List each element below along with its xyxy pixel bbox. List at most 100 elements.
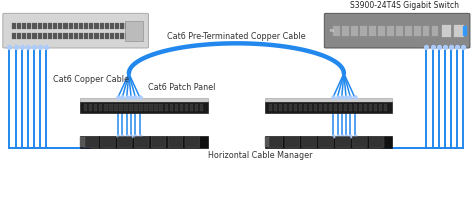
Bar: [81, 137, 85, 147]
Bar: [344, 104, 347, 111]
FancyBboxPatch shape: [185, 137, 200, 148]
Bar: [289, 104, 292, 111]
Bar: [269, 104, 272, 111]
Bar: [48, 23, 52, 29]
Bar: [339, 104, 342, 111]
Bar: [351, 26, 358, 36]
Bar: [43, 23, 47, 29]
Bar: [64, 33, 68, 39]
FancyBboxPatch shape: [3, 13, 148, 48]
Bar: [130, 23, 135, 29]
Bar: [309, 104, 312, 111]
Bar: [184, 104, 188, 111]
Bar: [79, 23, 83, 29]
Bar: [110, 33, 114, 39]
Bar: [273, 104, 277, 111]
Bar: [387, 26, 394, 36]
Bar: [58, 23, 63, 29]
Bar: [81, 136, 208, 148]
Bar: [12, 33, 16, 39]
Bar: [349, 104, 352, 111]
Bar: [369, 104, 372, 111]
Bar: [81, 98, 208, 102]
Bar: [129, 104, 133, 111]
FancyBboxPatch shape: [134, 137, 149, 148]
Bar: [22, 23, 27, 29]
Bar: [124, 104, 128, 111]
Bar: [180, 104, 183, 111]
Bar: [84, 104, 87, 111]
Bar: [164, 104, 168, 111]
Bar: [84, 23, 88, 29]
Bar: [27, 23, 31, 29]
Bar: [43, 33, 47, 39]
Bar: [379, 104, 383, 111]
Bar: [126, 33, 129, 39]
FancyBboxPatch shape: [319, 137, 333, 148]
Bar: [84, 33, 88, 39]
Bar: [334, 104, 337, 111]
Bar: [37, 23, 42, 29]
Bar: [354, 104, 357, 111]
Bar: [319, 104, 322, 111]
Bar: [155, 104, 158, 111]
Bar: [414, 26, 420, 36]
FancyBboxPatch shape: [100, 137, 115, 148]
Bar: [22, 33, 27, 39]
Bar: [342, 26, 349, 36]
Bar: [48, 33, 52, 39]
FancyBboxPatch shape: [84, 137, 98, 148]
Bar: [149, 104, 153, 111]
Bar: [396, 26, 402, 36]
Bar: [64, 23, 68, 29]
FancyBboxPatch shape: [285, 137, 300, 148]
Bar: [170, 104, 173, 111]
Bar: [159, 104, 163, 111]
Bar: [405, 26, 411, 36]
Bar: [139, 104, 143, 111]
Bar: [130, 33, 135, 39]
Text: Cat6 Copper Cable: Cat6 Copper Cable: [54, 75, 129, 84]
Bar: [423, 26, 429, 36]
Bar: [195, 104, 198, 111]
Bar: [89, 33, 93, 39]
Bar: [17, 23, 21, 29]
Bar: [314, 104, 317, 111]
Bar: [81, 102, 208, 113]
Bar: [27, 33, 31, 39]
Bar: [89, 104, 92, 111]
Bar: [105, 33, 109, 39]
Bar: [53, 33, 57, 39]
FancyBboxPatch shape: [268, 137, 283, 148]
Bar: [37, 33, 42, 39]
Bar: [432, 26, 438, 36]
Bar: [333, 26, 340, 36]
Bar: [94, 104, 98, 111]
Bar: [265, 137, 270, 147]
Bar: [374, 104, 377, 111]
Bar: [359, 104, 362, 111]
Bar: [145, 104, 148, 111]
Bar: [329, 104, 332, 111]
Bar: [17, 33, 21, 39]
Bar: [12, 23, 16, 29]
Bar: [53, 23, 57, 29]
Bar: [279, 104, 282, 111]
Bar: [125, 21, 143, 41]
Bar: [110, 23, 114, 29]
Bar: [114, 104, 118, 111]
Bar: [463, 26, 467, 36]
Bar: [115, 33, 119, 39]
Bar: [265, 136, 392, 148]
FancyBboxPatch shape: [353, 137, 367, 148]
FancyBboxPatch shape: [151, 137, 166, 148]
Bar: [104, 104, 108, 111]
Text: Cat6 Patch Panel: Cat6 Patch Panel: [148, 83, 215, 92]
Bar: [294, 104, 297, 111]
Bar: [135, 104, 137, 111]
FancyBboxPatch shape: [118, 137, 132, 148]
FancyBboxPatch shape: [324, 13, 470, 48]
FancyBboxPatch shape: [336, 137, 350, 148]
Bar: [58, 33, 63, 39]
Text: S3900-24T4S Gigabit Switch: S3900-24T4S Gigabit Switch: [350, 1, 459, 10]
